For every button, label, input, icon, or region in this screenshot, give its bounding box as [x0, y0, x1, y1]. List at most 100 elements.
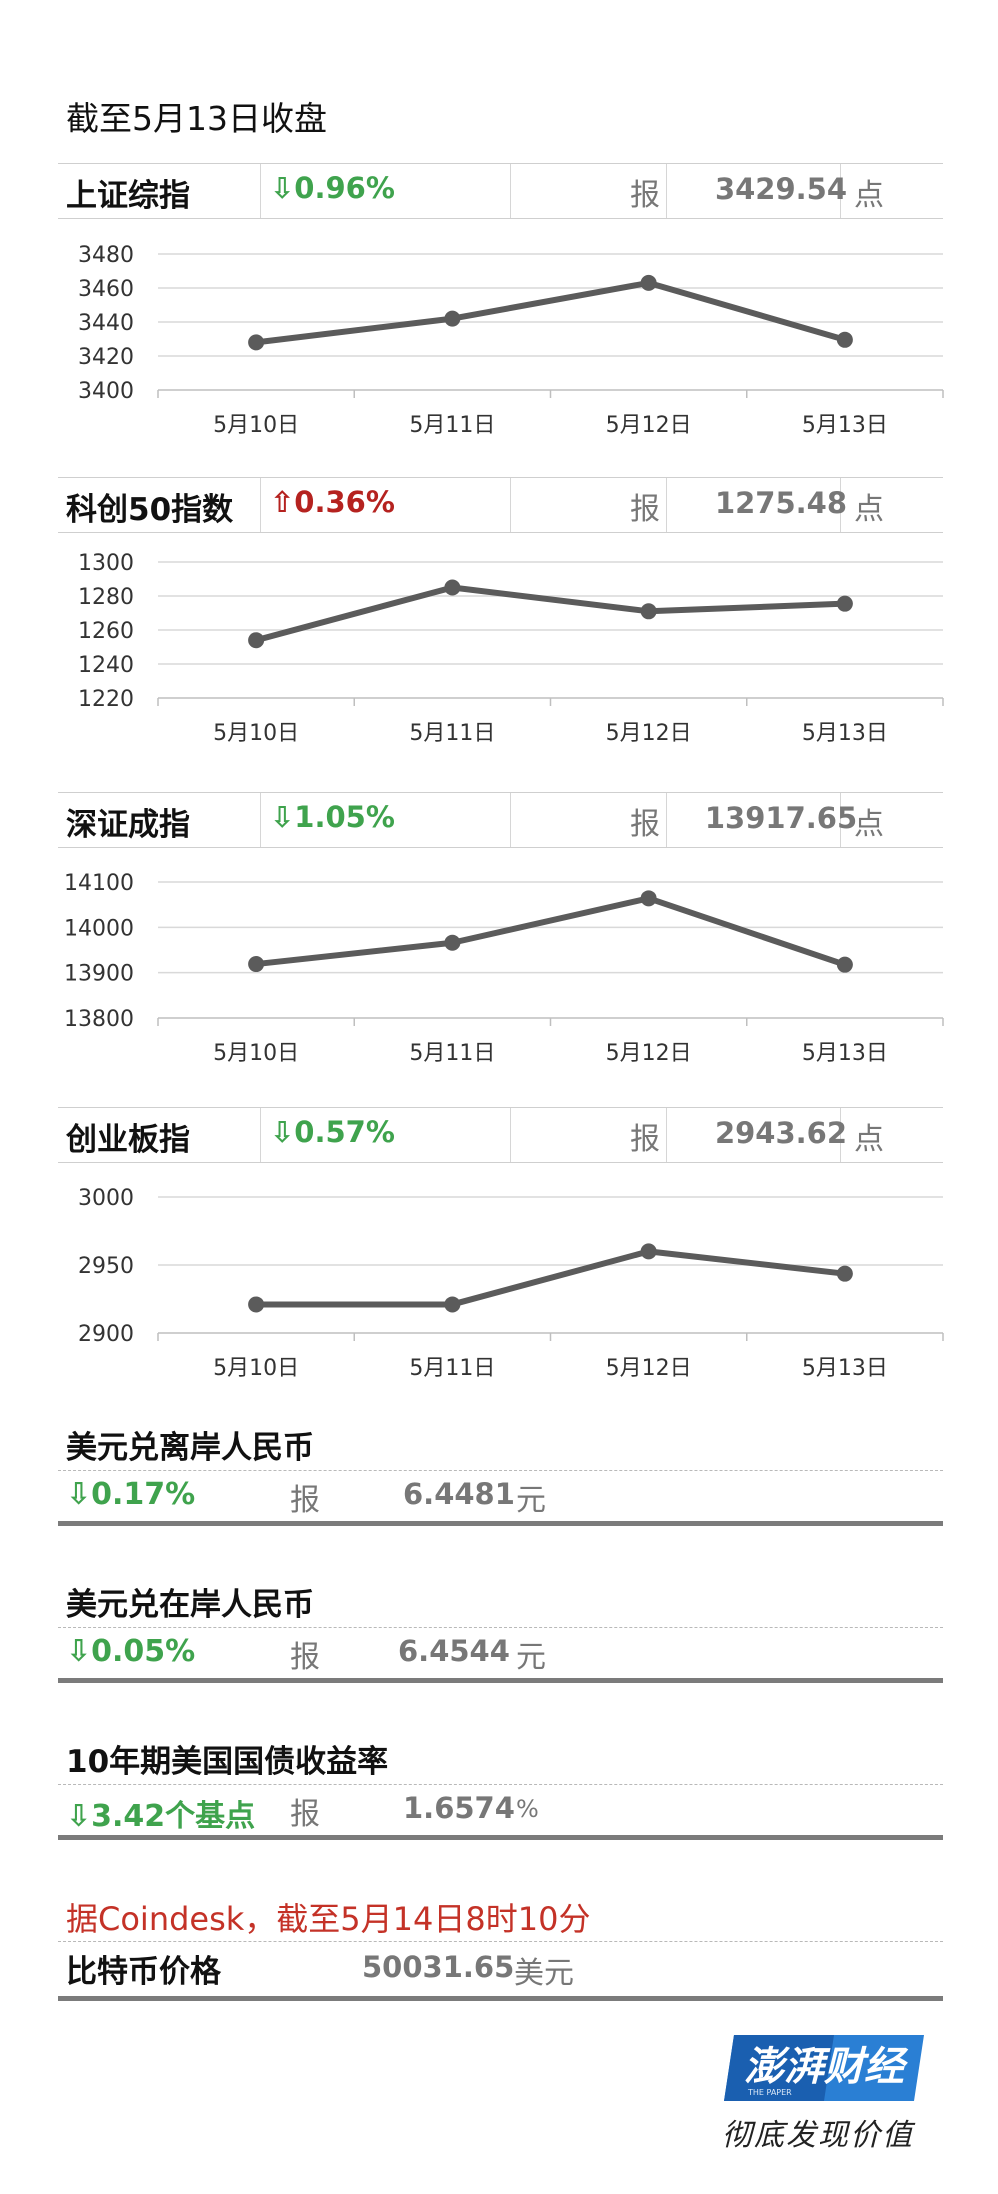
y-tick-label: 13900 — [64, 962, 134, 987]
logo-text: 澎湃财经 — [744, 2044, 909, 2090]
x-tick-label: 5月10日 — [213, 1356, 299, 1381]
fx-unit: 元 — [516, 1483, 546, 1518]
data-point — [444, 934, 461, 951]
fx-title-offshore: 美元兑离岸人民币 — [66, 1430, 314, 1466]
x-tick-label: 5月11日 — [409, 721, 495, 746]
index-change: ⇩0.57% — [270, 1115, 395, 1149]
fx-bao-label: 报 — [290, 1797, 320, 1832]
index-value: 3429.54 — [714, 172, 848, 206]
x-tick-label: 5月11日 — [409, 1356, 495, 1381]
data-point — [640, 890, 657, 907]
y-tick-label: 2900 — [78, 1322, 134, 1347]
y-tick-label: 3460 — [78, 277, 134, 302]
y-tick-label: 1220 — [78, 687, 134, 712]
x-tick-label: 5月12日 — [606, 1356, 692, 1381]
data-point — [836, 595, 853, 612]
fx-row-offshore: ⇩0.17% 报 6.4481 元 — [58, 1470, 943, 1526]
fx-change: ⇩3.42个基点 — [66, 1799, 256, 1834]
y-tick-label: 14100 — [64, 871, 134, 896]
y-tick-label: 1300 — [78, 551, 134, 576]
fx-value: 1.6574 — [403, 1791, 515, 1825]
index-bao-label: 报 — [630, 1122, 660, 1157]
index-unit: 点 — [854, 1122, 884, 1157]
y-tick-label: 3480 — [78, 243, 134, 268]
data-point — [248, 632, 265, 649]
x-tick-label: 5月11日 — [409, 413, 495, 438]
index-row-star50: 科创50指数 ⇧0.36% 报 1275.48 点 — [58, 477, 943, 533]
y-tick-label: 3420 — [78, 345, 134, 370]
index-unit: 点 — [854, 178, 884, 213]
index-bao-label: 报 — [630, 807, 660, 842]
series-line — [255, 279, 846, 346]
fx-row-ust10y: ⇩3.42个基点 报 1.6574 % — [58, 1784, 943, 1840]
chart-star50: 1220 1240 1260 1280 1300 5月10日 5月11日 5月12日 5月13日 — [78, 551, 944, 746]
x-tick-label: 5月13日 — [802, 1356, 888, 1381]
bitcoin-value: 50031.65 — [362, 1950, 515, 1984]
y-tick-label: 2950 — [78, 1254, 134, 1279]
data-point — [836, 956, 853, 973]
x-tick-label: 5月12日 — [606, 1041, 692, 1066]
index-value: 13917.65 — [704, 801, 858, 835]
fx-unit: % — [516, 1795, 539, 1823]
y-tick-label: 3000 — [78, 1186, 134, 1211]
y-tick-label: 3440 — [78, 311, 134, 336]
fx-unit: 元 — [516, 1640, 546, 1675]
index-value: 1275.48 — [714, 486, 848, 520]
bitcoin-label: 比特币价格 — [66, 1954, 221, 1990]
index-value: 2943.62 — [714, 1116, 848, 1150]
data-point — [248, 956, 265, 973]
thepaper-logo: 澎湃财经 THE PAPER — [724, 2033, 924, 2103]
index-bao-label: 报 — [630, 492, 660, 527]
index-row-shenzhen: 深证成指 ⇩1.05% 报 13917.65 点 — [58, 792, 943, 848]
logo-small-text: THE PAPER — [747, 2088, 792, 2097]
chart-shanghai: 3400 3420 3440 3460 3480 5月10日 5月11日 5月12日 5月13日 — [78, 243, 944, 438]
index-name: 上证综指 — [66, 178, 190, 214]
x-tick-label: 5月12日 — [606, 721, 692, 746]
fx-bao-label: 报 — [290, 1483, 320, 1518]
bitcoin-row: 比特币价格 50031.65 美元 — [58, 1941, 943, 2001]
index-change: ⇧0.36% — [270, 485, 395, 519]
index-name: 科创50指数 — [66, 492, 234, 528]
fx-title-ust10y: 10年期美国国债收益率 — [66, 1744, 389, 1780]
x-tick-label: 5月13日 — [802, 721, 888, 746]
x-tick-label: 5月13日 — [802, 413, 888, 438]
fx-value: 6.4544 — [398, 1634, 510, 1668]
data-point — [248, 1296, 265, 1313]
x-tick-label: 5月11日 — [409, 1041, 495, 1066]
fx-value: 6.4481 — [403, 1477, 515, 1511]
y-tick-label: 1260 — [78, 619, 134, 644]
x-tick-label: 5月10日 — [213, 1041, 299, 1066]
brand-slogan: 彻底发现价值 — [722, 2118, 914, 2153]
y-tick-label: 14000 — [64, 916, 134, 941]
index-row-shanghai: 上证综指 ⇩0.96% 报 3429.54 点 — [58, 163, 943, 219]
series-line — [255, 584, 845, 644]
chart-shenzhen: 13800 13900 14000 14100 5月10日 5月11日 5月12日 5月13日 — [64, 871, 944, 1066]
data-point — [640, 1243, 657, 1260]
fx-title-onshore: 美元兑在岸人民币 — [66, 1587, 314, 1623]
x-tick-label: 5月10日 — [213, 413, 299, 438]
fx-change: ⇩0.17% — [66, 1477, 196, 1512]
index-bao-label: 报 — [630, 178, 660, 213]
series-line — [256, 1248, 846, 1308]
index-name: 深证成指 — [66, 807, 190, 843]
fx-row-onshore: ⇩0.05% 报 6.4544 元 — [58, 1627, 943, 1683]
chart-chinext: 2900 2950 3000 5月10日 5月11日 5月12日 5月13日 — [78, 1186, 944, 1381]
index-unit: 点 — [854, 492, 884, 527]
data-point — [248, 334, 265, 351]
fx-change: ⇩0.05% — [66, 1634, 196, 1669]
index-change: ⇩1.05% — [270, 800, 395, 834]
data-point — [836, 331, 853, 348]
x-tick-label: 5月12日 — [606, 413, 692, 438]
y-tick-label: 1240 — [78, 653, 134, 678]
index-unit: 点 — [854, 807, 884, 842]
data-point — [836, 1265, 853, 1282]
index-change: ⇩0.96% — [270, 171, 395, 205]
data-point — [640, 274, 657, 291]
x-tick-label: 5月10日 — [213, 721, 299, 746]
series-line — [255, 895, 846, 968]
y-tick-label: 3400 — [78, 379, 134, 404]
bitcoin-unit: 美元 — [514, 1956, 574, 1991]
x-tick-label: 5月13日 — [802, 1041, 888, 1066]
data-point — [444, 310, 461, 327]
data-point — [640, 603, 657, 620]
